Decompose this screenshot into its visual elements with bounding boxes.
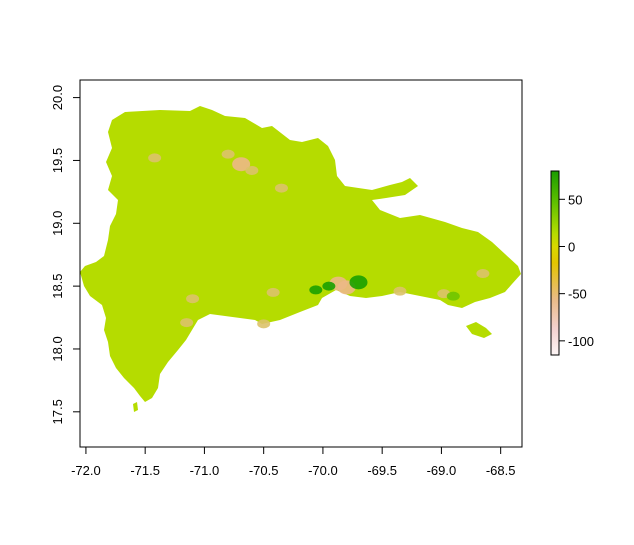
hotspot-cell [245, 165, 259, 175]
legend-colorbar [550, 170, 560, 356]
x-axis: -72.0 -71.5 -71.0 -70.5 -70.0 -69.5 -69.0 -68.5 [71, 446, 516, 478]
legend-tick-label: -100 [568, 334, 594, 349]
legend-tick-label: 50 [568, 192, 582, 207]
hotspot-cell [266, 287, 280, 297]
beata-island-region [133, 402, 138, 412]
map-layer [80, 106, 521, 412]
x-tick-label: -68.5 [486, 463, 516, 478]
hotspot-cell [221, 149, 235, 159]
hotspot-cell [393, 286, 407, 296]
hotspot-cell [257, 319, 271, 329]
hotspot-cell [446, 291, 460, 301]
saona-island-region [466, 322, 492, 338]
legend-tick-label: 0 [568, 239, 575, 254]
x-tick-label: -70.0 [308, 463, 338, 478]
legend-ticks: 50 0 -50 -100 [559, 192, 594, 349]
y-axis: 17.5 18.0 18.5 19.0 19.5 20.0 [50, 85, 81, 424]
hotspot-cell [232, 157, 251, 172]
color-legend: 50 0 -50 -100 [550, 170, 594, 356]
y-tick-label: 20.0 [50, 85, 65, 110]
y-tick-label: 19.0 [50, 211, 65, 236]
y-tick-label: 18.5 [50, 273, 65, 298]
x-tick-label: -70.5 [249, 463, 279, 478]
hotspot-cell [476, 269, 490, 279]
x-tick-label: -69.0 [427, 463, 457, 478]
x-tick-label: -72.0 [71, 463, 101, 478]
hotspot-cell [180, 318, 194, 328]
y-tick-label: 17.5 [50, 399, 65, 424]
y-tick-label: 18.0 [50, 336, 65, 361]
legend-tick-label: -50 [568, 287, 587, 302]
hotspot-layer [148, 149, 490, 329]
hotspot-cell [148, 153, 162, 163]
x-tick-label: -69.5 [367, 463, 397, 478]
x-tick-label: -71.5 [130, 463, 160, 478]
hotspot-cell [349, 275, 368, 290]
hotspot-cell [322, 281, 336, 291]
hotspot-cell [309, 285, 323, 295]
x-tick-label: -71.0 [190, 463, 220, 478]
hotspot-cell [186, 294, 200, 304]
y-tick-label: 19.5 [50, 148, 65, 173]
hotspot-cell [274, 183, 288, 193]
country-region [80, 106, 521, 402]
